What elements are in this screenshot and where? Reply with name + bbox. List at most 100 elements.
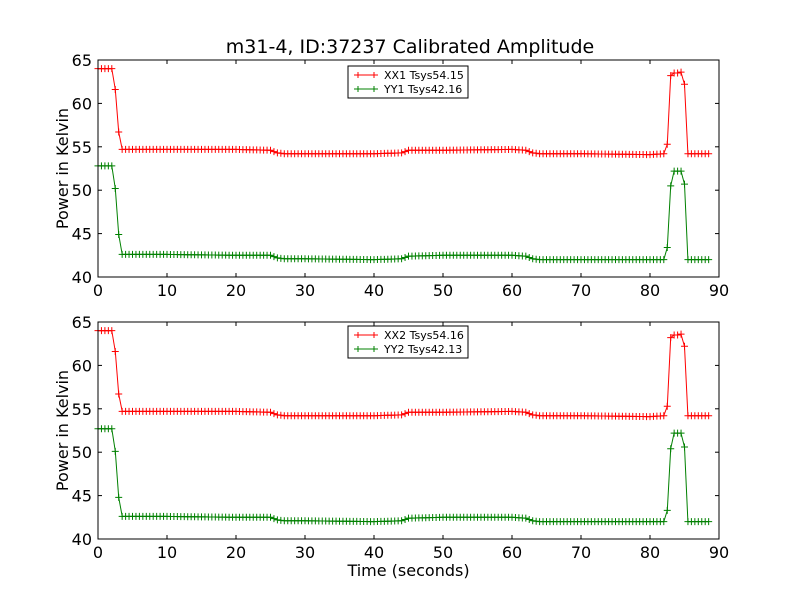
data-point (111, 447, 119, 455)
x-tick-label: 90 (709, 543, 729, 562)
x-tick-label: 0 (93, 543, 103, 562)
legend-item: XX2 Tsys54.16 (354, 329, 464, 342)
data-point (681, 80, 688, 88)
data-point (660, 412, 668, 420)
legend-box (347, 65, 469, 99)
legend-item: YY1 Tsys42.16 (354, 83, 462, 96)
data-point (108, 162, 116, 170)
y-tick-label: 55 (72, 400, 92, 419)
data-point (267, 513, 274, 521)
data-point (401, 253, 409, 261)
data-point (674, 331, 682, 339)
x-tick-label: 80 (640, 543, 660, 562)
data-point (681, 180, 688, 188)
legend-label: YY1 Tsys42.16 (383, 83, 462, 96)
series-xx-1 (94, 65, 713, 159)
data-point (115, 230, 123, 238)
x-tick-label: 10 (157, 281, 177, 300)
data-point (705, 518, 713, 526)
top-subplot: 0 10 20 30 40 50 60 70 80 90 40 45 50 55 60 65 Power in … (53, 51, 729, 300)
data-point (522, 408, 530, 416)
x-tick-label: 30 (295, 543, 315, 562)
bottom-subplot: 0 10 20 30 40 50 60 70 80 90 40 45 50 55 60 65 Power in … (53, 313, 729, 580)
y-axis-label: Power in Kelvin (53, 370, 72, 491)
data-point (667, 445, 675, 453)
y-tick-label: 45 (72, 487, 92, 506)
y-tick-label: 65 (72, 51, 92, 70)
data-point (267, 251, 274, 259)
y-tick-label: 60 (72, 356, 92, 375)
data-point (270, 515, 278, 523)
series-yy-1 (94, 162, 713, 264)
data-point (108, 425, 116, 433)
data-point (525, 148, 533, 156)
data-point (270, 148, 278, 156)
data-point (660, 150, 668, 158)
x-tick-label: 80 (640, 281, 660, 300)
data-point (270, 253, 278, 261)
data-point (705, 256, 713, 264)
legend-label: XX1 Tsys54.15 (384, 69, 464, 82)
data-point (522, 514, 530, 522)
y-tick-label: 40 (72, 268, 92, 287)
data-point (522, 252, 530, 260)
data-point (111, 184, 119, 192)
data-point (398, 149, 406, 157)
data-point (663, 243, 671, 251)
y-tick-label: 65 (72, 313, 92, 332)
data-point (677, 330, 685, 338)
x-tick-label: 60 (502, 281, 522, 300)
legend-marker (371, 346, 377, 352)
data-point (705, 412, 713, 420)
y-tick-label: 45 (72, 225, 92, 244)
data-point (660, 256, 668, 264)
x-tick-label: 20 (226, 281, 246, 300)
data-point (681, 342, 688, 350)
y-tick-label: 50 (72, 443, 92, 462)
data-point (522, 146, 530, 154)
legend-marker (355, 346, 361, 352)
data-point (108, 65, 116, 73)
data-point (674, 69, 682, 77)
legend-label: YY2 Tsys42.13 (383, 343, 462, 356)
legend-box (347, 325, 469, 359)
x-tick-label: 30 (295, 281, 315, 300)
data-point (525, 515, 533, 523)
data-point (681, 443, 688, 451)
data-point (111, 348, 119, 356)
legend-item: YY2 Tsys42.13 (354, 343, 462, 356)
data-point (401, 515, 409, 523)
data-point (663, 402, 671, 410)
data-point (270, 410, 278, 418)
data-point (677, 167, 685, 175)
data-point (525, 410, 533, 418)
legend-marker (355, 332, 361, 338)
data-point (267, 146, 274, 154)
y-tick-label: 40 (72, 530, 92, 549)
x-axis-label: Time (seconds) (346, 561, 469, 580)
legend-marker (355, 86, 361, 92)
data-point (401, 148, 409, 156)
x-tick-label: 70 (571, 543, 591, 562)
x-tick-label: 50 (433, 543, 453, 562)
series-xx-2 (94, 327, 713, 421)
data-point (108, 327, 116, 335)
y-axis-label: Power in Kelvin (53, 108, 72, 229)
data-point (667, 182, 675, 190)
data-point (705, 150, 713, 158)
data-point (677, 429, 685, 437)
data-point (663, 506, 671, 514)
y-tick-label: 50 (72, 181, 92, 200)
x-tick-label: 20 (226, 543, 246, 562)
data-point (115, 493, 123, 501)
data-point (525, 253, 533, 261)
x-tick-label: 10 (157, 543, 177, 562)
data-point (267, 408, 274, 416)
data-point (398, 255, 406, 263)
legend-marker (371, 332, 377, 338)
data-point (677, 68, 685, 76)
x-tick-label: 0 (93, 281, 103, 300)
legend-item: XX1 Tsys54.15 (354, 69, 464, 82)
